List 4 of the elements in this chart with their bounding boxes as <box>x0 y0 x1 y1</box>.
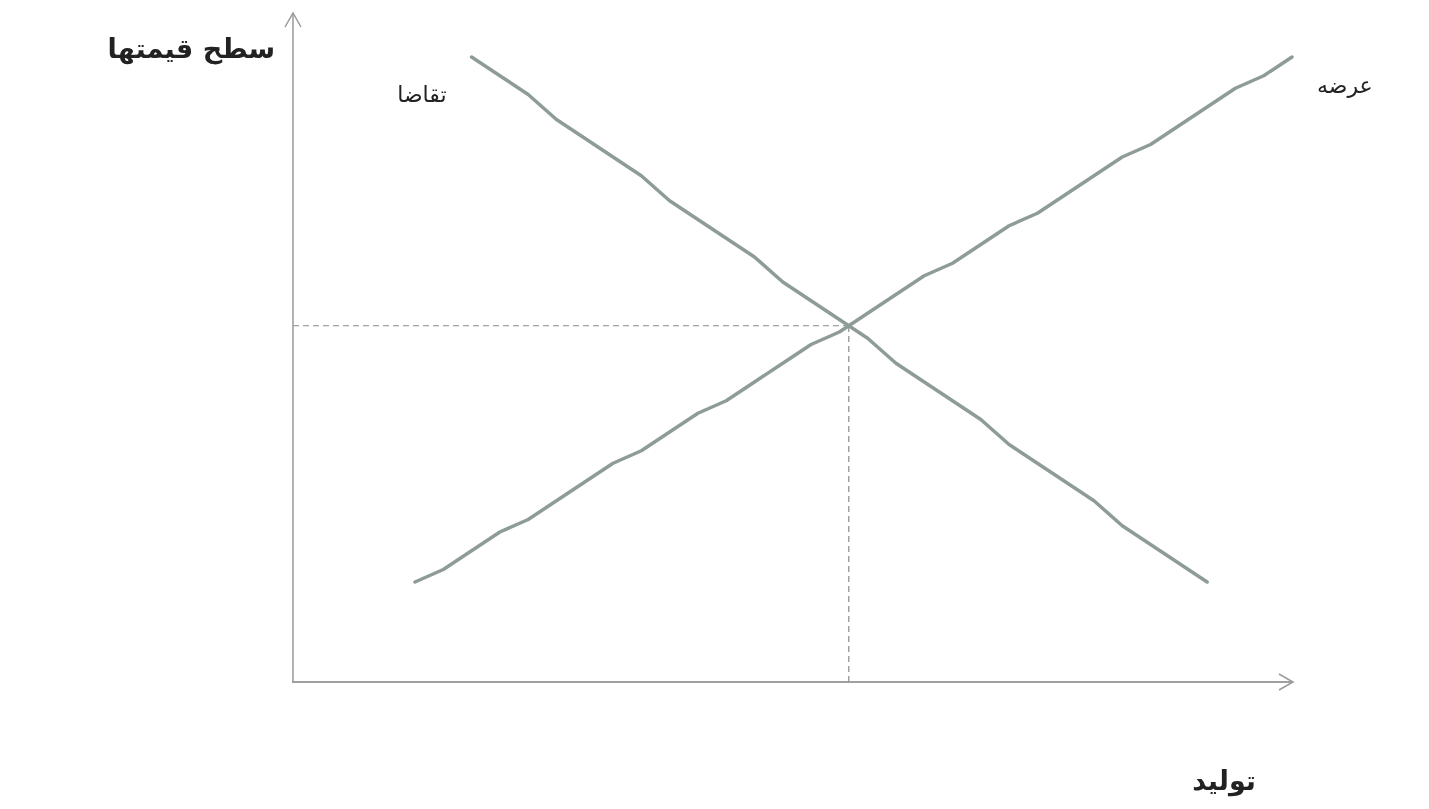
x-axis-title: تولید <box>1192 765 1256 797</box>
series-label: تقاضا <box>397 82 447 107</box>
y-axis-title: سطح قیمتها <box>107 33 275 65</box>
series-label: عرضه <box>1317 73 1373 98</box>
